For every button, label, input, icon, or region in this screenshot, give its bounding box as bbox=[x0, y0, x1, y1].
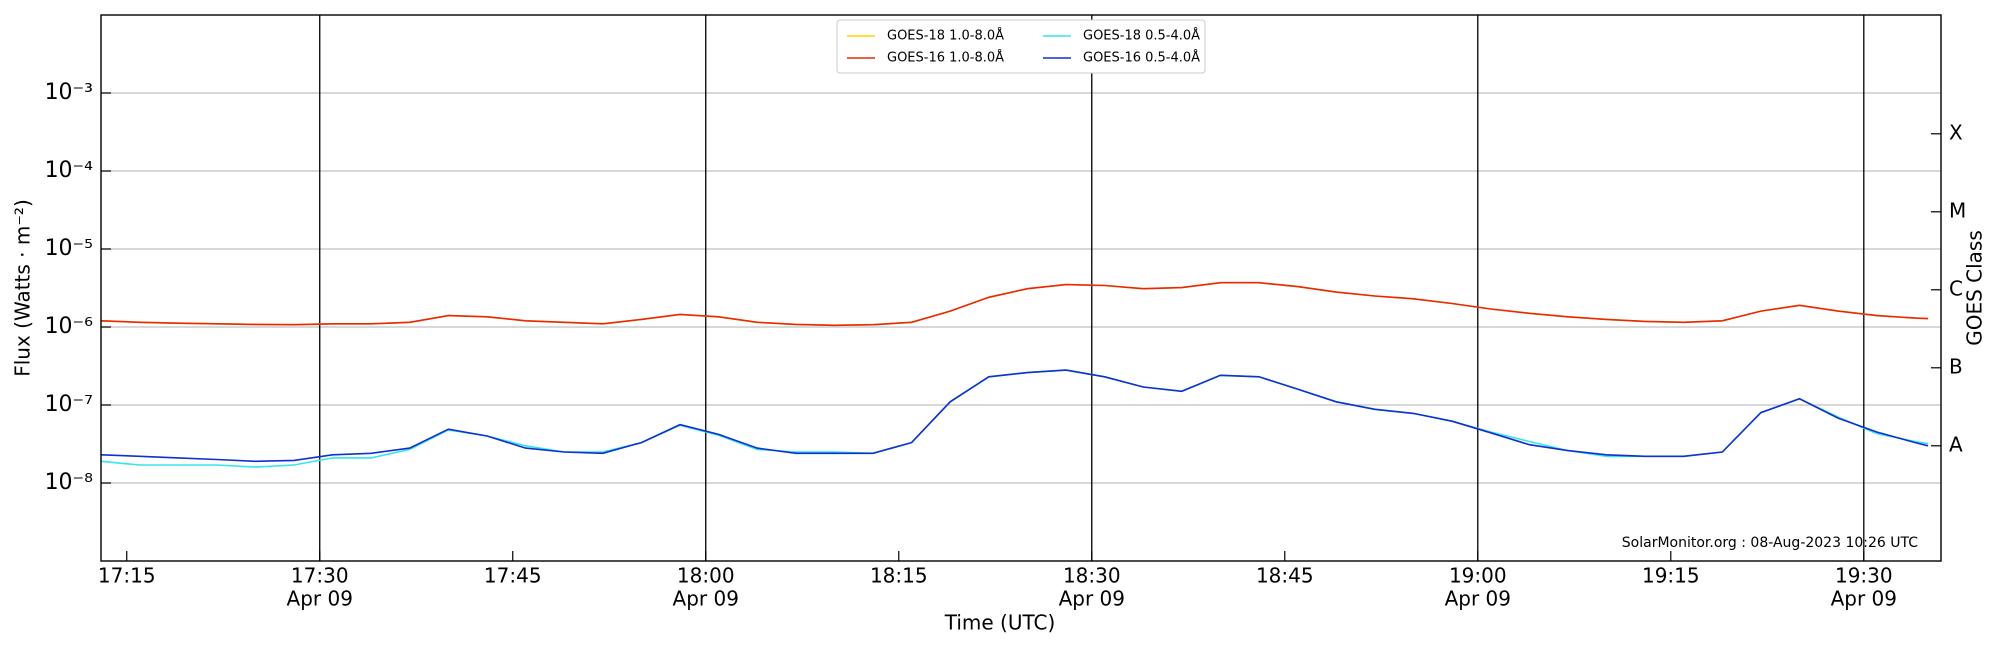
y2-tick-label: X bbox=[1949, 120, 1963, 144]
plot-frame bbox=[100, 14, 1942, 562]
y2-tick-label: B bbox=[1949, 354, 1963, 378]
legend-label: GOES-18 0.5-4.0Å bbox=[1083, 28, 1200, 44]
x-tick-label: 17:30 bbox=[291, 564, 349, 588]
x-tick-label: 18:00 bbox=[677, 564, 735, 588]
y2-tick-label: M bbox=[1949, 198, 1966, 222]
x-tick-label: Apr 09 bbox=[1445, 587, 1511, 611]
y2-axis-label: GOES Class bbox=[1963, 230, 1987, 346]
x-axis-label: Time (UTC) bbox=[944, 611, 1056, 635]
y-tick-label: 10⁻⁷ bbox=[45, 392, 93, 417]
series-line bbox=[100, 369, 1929, 463]
x-tick-label: Apr 09 bbox=[1059, 587, 1125, 611]
y-tick-label: 10⁻⁶ bbox=[45, 314, 94, 339]
series-line bbox=[100, 281, 1929, 327]
y-tick-label: 10⁻⁴ bbox=[45, 158, 94, 183]
x-tick-label: 19:30 bbox=[1835, 564, 1893, 588]
y-axis-label: Flux (Watts · m⁻²) bbox=[11, 199, 35, 377]
x-tick-label: Apr 09 bbox=[673, 587, 739, 611]
legend-label: GOES-16 1.0-8.0Å bbox=[887, 50, 1004, 66]
legend-label: GOES-16 0.5-4.0Å bbox=[1083, 50, 1200, 66]
legend-box bbox=[836, 19, 1206, 74]
series-line bbox=[100, 281, 1929, 327]
x-tick-label: 17:15 bbox=[98, 564, 156, 588]
x-tick-label: 18:15 bbox=[870, 564, 928, 588]
x-tick-label: 17:45 bbox=[484, 564, 542, 588]
y2-tick-label: A bbox=[1949, 432, 1963, 456]
legend-label: GOES-18 1.0-8.0Å bbox=[887, 28, 1004, 44]
y-tick-label: 10⁻⁵ bbox=[45, 236, 93, 261]
x-tick-label: Apr 09 bbox=[287, 587, 353, 611]
x-tick-label: Apr 09 bbox=[1831, 587, 1897, 611]
x-tick-label: 19:15 bbox=[1642, 564, 1700, 588]
y-tick-label: 10⁻⁸ bbox=[45, 470, 94, 495]
y2-tick-label: C bbox=[1949, 276, 1963, 300]
y-tick-label: 10⁻³ bbox=[45, 80, 93, 105]
x-tick-label: 18:30 bbox=[1063, 564, 1121, 588]
x-tick-label: 18:45 bbox=[1256, 564, 1314, 588]
annotation: SolarMonitor.org : 08-Aug-2023 10:26 UTC bbox=[1622, 535, 1918, 551]
x-tick-label: 19:00 bbox=[1449, 564, 1507, 588]
